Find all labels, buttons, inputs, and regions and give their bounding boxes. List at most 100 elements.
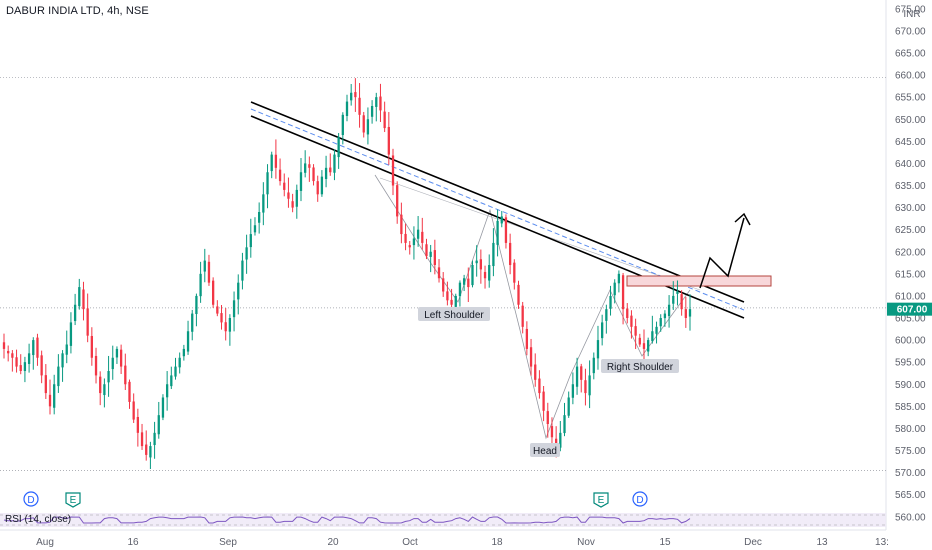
candle-body: [341, 114, 344, 136]
candle-body: [324, 167, 328, 179]
candle-body: [140, 432, 144, 447]
candle-body: [496, 220, 499, 245]
pattern-outline: [374, 174, 691, 440]
candle-body: [115, 348, 119, 358]
candle-body: [584, 380, 587, 394]
candle-body: [165, 384, 169, 398]
candle-body: [82, 289, 85, 310]
candle-body: [345, 101, 349, 117]
time-tick-label: 20: [327, 537, 339, 548]
candle-body: [471, 265, 474, 286]
price-tick-label: 650.00: [895, 115, 926, 126]
price-tick-label: 610.00: [895, 291, 926, 302]
candle-body: [684, 309, 687, 318]
candle-body: [479, 259, 483, 270]
candle-body: [667, 304, 671, 317]
candle-body: [609, 295, 612, 309]
label-head-text: Head: [533, 446, 557, 457]
candle-body: [241, 260, 244, 281]
candle-body: [408, 245, 411, 248]
rsi-pane-band: [0, 513, 886, 527]
event-marker-earnings-1[interactable]: E: [65, 492, 81, 508]
candle-body: [546, 411, 549, 424]
candle-body: [429, 251, 432, 257]
candle-body: [27, 353, 31, 364]
candle-body: [542, 391, 545, 411]
candle-body: [437, 267, 441, 279]
candle-body: [312, 167, 315, 182]
price-tick-label: 600.00: [895, 336, 926, 347]
candle-body: [329, 167, 332, 173]
candle-body: [224, 322, 227, 332]
candle-body: [170, 375, 173, 387]
candle-body: [362, 115, 365, 133]
candle-body: [563, 415, 566, 434]
candle-body: [663, 313, 667, 319]
candle-body: [634, 326, 637, 336]
candle-body: [186, 331, 190, 352]
candle-body: [421, 231, 424, 243]
candle-body: [379, 96, 382, 111]
candle-body: [613, 282, 616, 296]
candle-body: [580, 366, 583, 380]
candle-body: [86, 308, 89, 336]
candle-body: [647, 340, 650, 352]
candle-body: [157, 415, 160, 435]
candle-body: [404, 233, 407, 243]
candle-body: [191, 313, 194, 332]
candle-body: [69, 322, 73, 346]
event-marker-earnings-2[interactable]: E: [593, 492, 609, 508]
candle-body: [220, 313, 223, 323]
candle-body: [680, 294, 683, 310]
candle-body: [124, 365, 127, 385]
reference-levels: [0, 76, 886, 471]
candle-body: [391, 155, 395, 186]
candle-body: [630, 315, 633, 327]
candle-body: [458, 282, 462, 297]
event-marker-dividend-2[interactable]: D: [632, 491, 648, 507]
candle-body: [136, 416, 140, 433]
candle-body: [688, 309, 692, 317]
price-tick-label: 660.00: [895, 71, 926, 82]
candle-body: [575, 366, 579, 387]
rsi-indicator-label[interactable]: RSI (14, close): [5, 514, 72, 525]
candle-body: [266, 172, 269, 195]
event-marker-dividend-1[interactable]: D: [23, 491, 39, 507]
time-tick-label: 18: [491, 537, 503, 548]
candle-body: [400, 214, 403, 235]
candle-body: [672, 295, 675, 304]
candle-body: [492, 242, 495, 267]
candle-body: [299, 172, 303, 191]
price-tick-label: 675.00: [895, 4, 926, 15]
candle-body: [161, 397, 165, 418]
price-tick-label: 640.00: [895, 159, 926, 170]
candle-body: [617, 273, 621, 284]
time-tick-label: Nov: [577, 537, 595, 548]
last-price-value: 607.00: [897, 305, 928, 316]
label-left-shoulder: Left Shoulder: [418, 307, 490, 321]
projection-arrow-head: [734, 212, 751, 226]
candle-body: [354, 92, 357, 98]
candle-body: [237, 282, 240, 300]
candle-body: [2, 342, 6, 349]
candle-body: [32, 340, 35, 356]
candle-body: [659, 318, 662, 327]
label-right-shoulder-text: Right Shoulder: [607, 362, 674, 373]
candle-body: [283, 182, 286, 190]
candle-body: [370, 106, 374, 117]
price-tick-label: 665.00: [895, 49, 926, 60]
candle-body: [571, 384, 575, 398]
time-tick-label: Dec: [744, 537, 762, 548]
price-tick-label: 630.00: [895, 203, 926, 214]
candle-body: [596, 340, 600, 359]
candle-body: [207, 261, 211, 283]
candle-body: [626, 308, 629, 318]
price-tick-label: 570.00: [895, 468, 926, 479]
candle-body: [601, 322, 604, 339]
candle-body: [78, 287, 81, 307]
candle-body: [475, 260, 478, 264]
candle-body: [291, 201, 294, 208]
event-marker-text: E: [70, 495, 77, 506]
price-tick-label: 590.00: [895, 380, 926, 391]
